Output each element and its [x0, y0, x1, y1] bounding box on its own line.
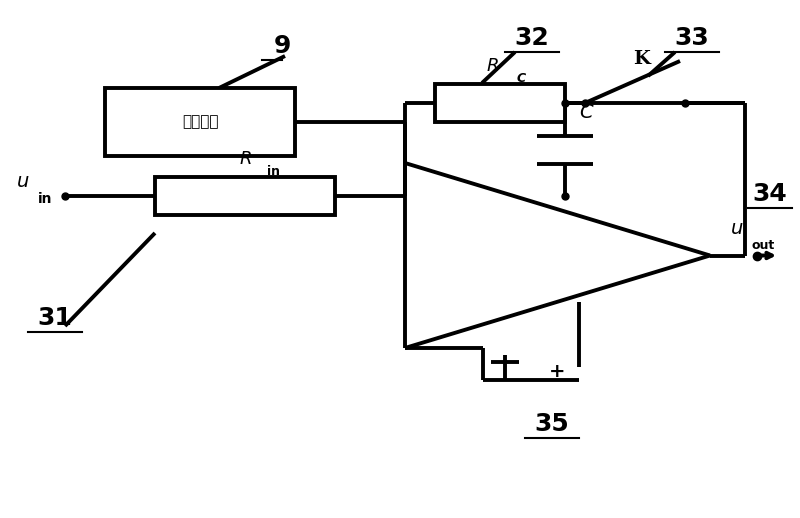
Text: 32: 32: [514, 26, 550, 50]
Bar: [105, 88, 295, 156]
Text: 33: 33: [674, 26, 710, 50]
Text: in: in: [38, 192, 53, 206]
Text: 31: 31: [38, 306, 73, 330]
Text: +: +: [549, 363, 566, 381]
Bar: [435, 84, 565, 122]
Text: 9: 9: [274, 34, 290, 58]
Text: $u$: $u$: [730, 219, 743, 237]
Text: in: in: [267, 165, 280, 178]
Text: 34: 34: [752, 182, 786, 206]
Bar: [155, 177, 335, 215]
Text: 调零电路: 调零电路: [182, 114, 218, 130]
Text: $u$: $u$: [16, 172, 30, 191]
Text: 35: 35: [534, 412, 570, 436]
Text: $C$: $C$: [579, 103, 594, 122]
Text: $R$: $R$: [486, 57, 498, 75]
Text: out: out: [752, 238, 775, 252]
Text: K: K: [634, 50, 650, 68]
Text: C: C: [517, 72, 526, 85]
Text: $R$: $R$: [238, 150, 251, 168]
